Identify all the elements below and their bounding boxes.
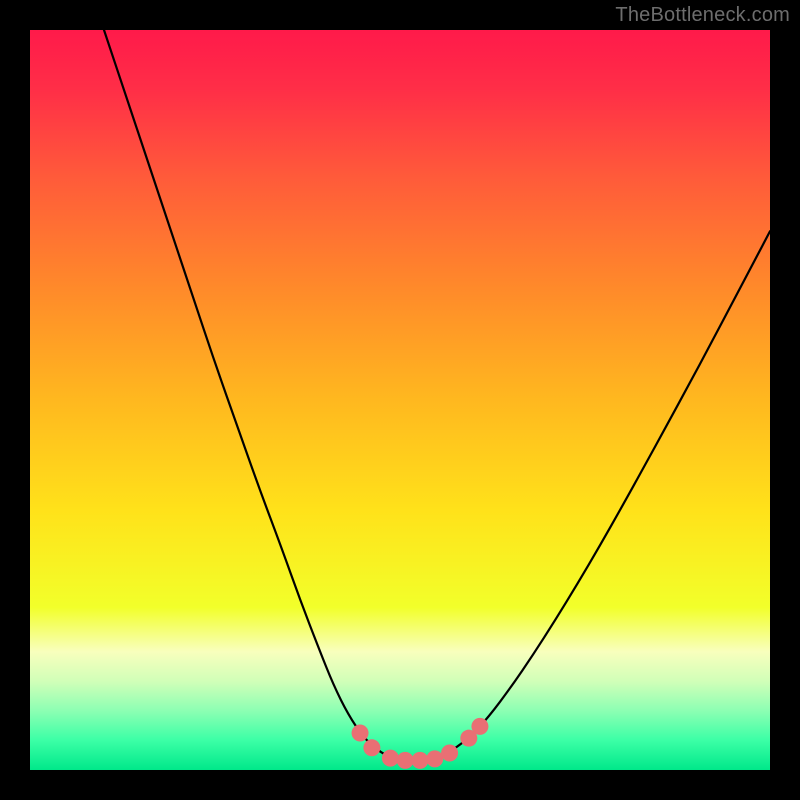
marker-dot (382, 750, 399, 767)
marker-dot (426, 750, 443, 767)
marker-dot (441, 744, 458, 761)
bottleneck-curve-chart (0, 0, 800, 800)
watermark-text: TheBottleneck.com (615, 4, 790, 27)
marker-dot (471, 718, 488, 735)
chart-stage: TheBottleneck.com (0, 0, 800, 800)
marker-dot (352, 725, 369, 742)
marker-dot (363, 739, 380, 756)
marker-dot (397, 752, 414, 769)
marker-dot (411, 752, 428, 769)
